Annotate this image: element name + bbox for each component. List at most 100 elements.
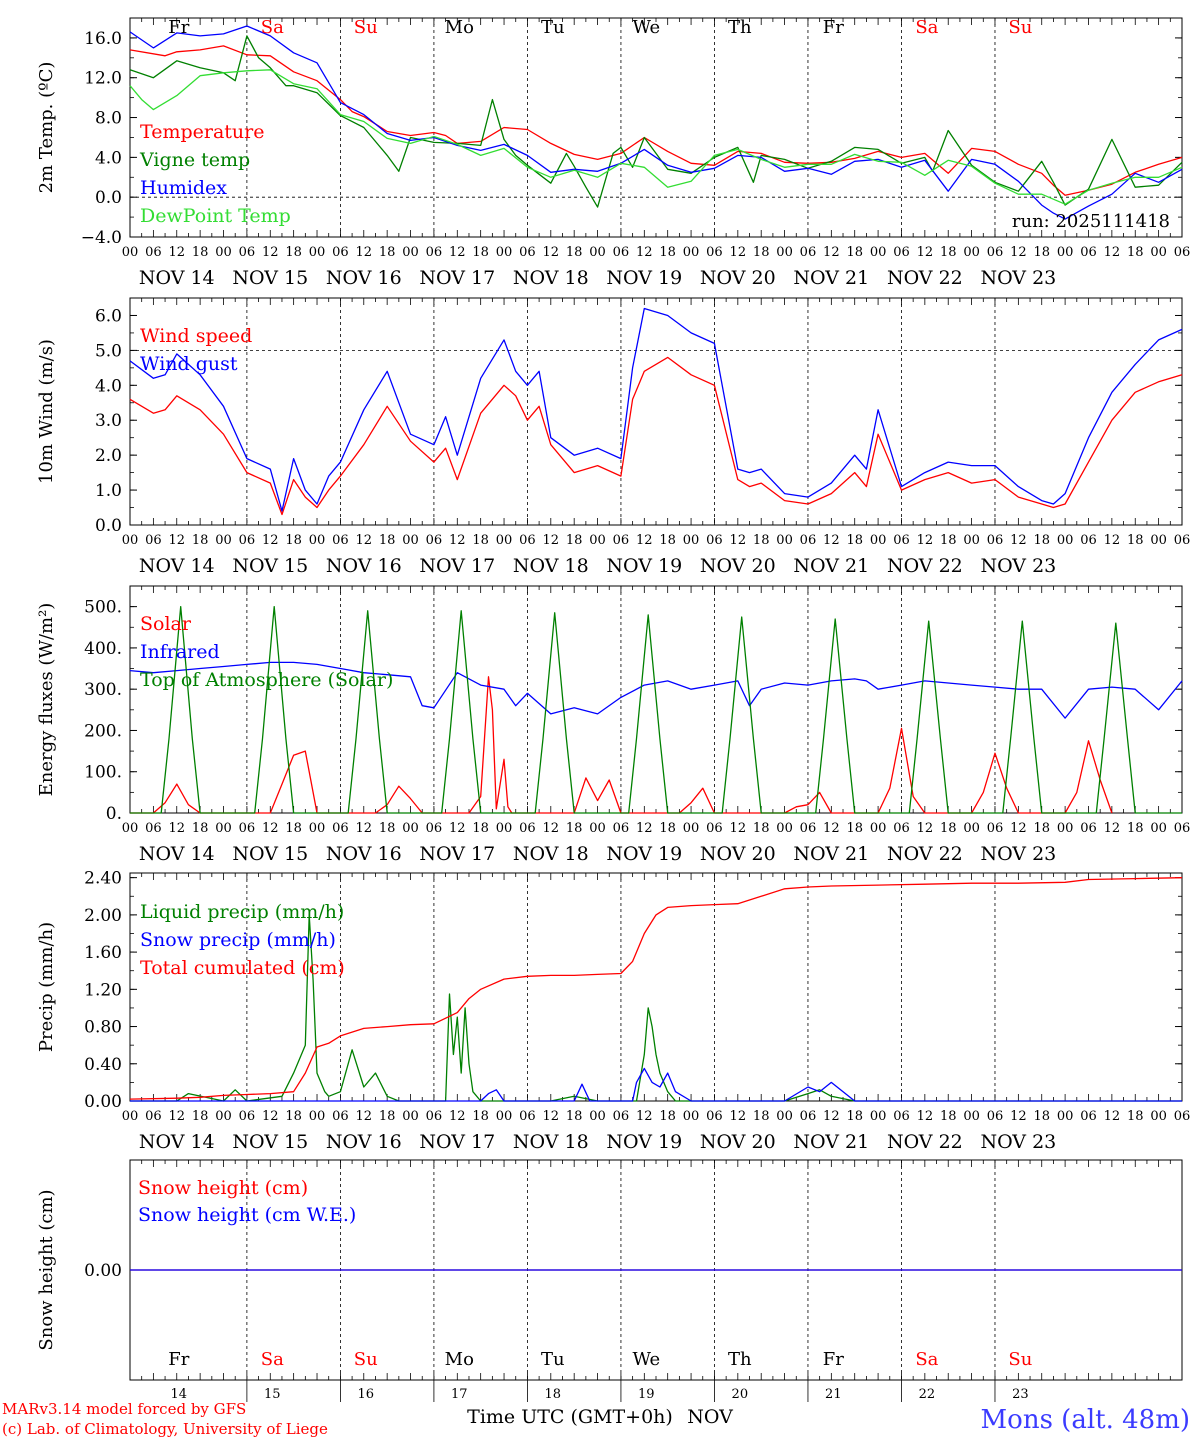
weekday-label: Tu xyxy=(541,1349,565,1370)
hour-label: 00 xyxy=(1057,533,1074,548)
hour-label: 06 xyxy=(613,821,630,836)
hour-label: 12 xyxy=(1104,533,1121,548)
hour-label: 00 xyxy=(683,245,700,260)
hour-label: 12 xyxy=(730,533,747,548)
day-number: 21 xyxy=(825,1387,842,1402)
hour-label: 18 xyxy=(472,245,489,260)
hour-label: 18 xyxy=(1127,821,1144,836)
series-top-of-atmosphere-solar- xyxy=(130,605,1182,814)
y-tick-label: 300. xyxy=(84,680,122,700)
hour-label: 18 xyxy=(940,533,957,548)
y-tick-label: 12.0 xyxy=(84,69,122,89)
weekday-label: Mo xyxy=(445,1349,474,1370)
legend-entry: Snow precip (mm/h) xyxy=(140,929,336,951)
hour-label: 12 xyxy=(1104,245,1121,260)
hour-label: 18 xyxy=(753,245,770,260)
hour-label: 18 xyxy=(566,245,583,260)
hour-label: 12 xyxy=(1010,533,1027,548)
weekday-label: Fr xyxy=(823,1349,844,1370)
y-tick-label: 6.0 xyxy=(95,306,122,326)
legend-entry: Vigne temp xyxy=(139,149,250,171)
series-vigne-temp xyxy=(129,35,1183,208)
hour-label: 18 xyxy=(566,1109,583,1124)
hour-label: 00 xyxy=(215,1109,232,1124)
station-name: Mons (alt. 48m) xyxy=(981,1405,1190,1435)
y-axis-label: 10m Wind (m/s) xyxy=(36,339,57,484)
date-label: NOV 16 xyxy=(326,267,402,289)
hour-label: 18 xyxy=(753,1109,770,1124)
hour-label: 12 xyxy=(543,821,560,836)
hour-label: 06 xyxy=(332,1109,349,1124)
hour-label: 12 xyxy=(823,1109,840,1124)
hour-label: 06 xyxy=(332,245,349,260)
hour-label: 18 xyxy=(379,245,396,260)
day-number: 22 xyxy=(919,1387,936,1402)
hour-label: 18 xyxy=(659,821,676,836)
hour-label: 12 xyxy=(1010,245,1027,260)
hour-label: 12 xyxy=(636,245,653,260)
hour-label: 12 xyxy=(1010,821,1027,836)
y-tick-label: 200. xyxy=(84,721,122,741)
legend-entry: DewPoint Temp xyxy=(140,205,291,227)
hour-label: 18 xyxy=(659,533,676,548)
hour-label: 06 xyxy=(519,533,536,548)
hour-label: 06 xyxy=(426,1109,443,1124)
date-label: NOV 23 xyxy=(980,555,1056,577)
lab-credit: (c) Lab. of Climatology, University of L… xyxy=(2,1420,328,1438)
hour-label: 00 xyxy=(402,533,419,548)
hour-label: 00 xyxy=(122,821,139,836)
hour-label: 18 xyxy=(1127,245,1144,260)
hour-label: 06 xyxy=(426,533,443,548)
hour-label: 00 xyxy=(309,821,326,836)
hour-label: 18 xyxy=(846,821,863,836)
hour-label: 00 xyxy=(589,533,606,548)
hour-label: 12 xyxy=(1010,1109,1027,1124)
weekday-label: Fr xyxy=(823,17,844,38)
y-tick-label: −4.0 xyxy=(81,228,122,248)
series-wind-gust xyxy=(129,307,1183,512)
hour-label: 00 xyxy=(963,533,980,548)
date-label: NOV 15 xyxy=(232,267,308,289)
weekday-label: Su xyxy=(354,17,378,38)
day-number: 17 xyxy=(451,1387,468,1402)
hour-label: 12 xyxy=(823,533,840,548)
hour-label: 18 xyxy=(285,1109,302,1124)
hour-label: 00 xyxy=(1057,245,1074,260)
hour-label: 12 xyxy=(356,821,373,836)
y-tick-label: 2.0 xyxy=(95,446,122,466)
day-number: 18 xyxy=(545,1387,562,1402)
hour-label: 12 xyxy=(356,533,373,548)
y-tick-label: 8.0 xyxy=(95,109,122,129)
hour-label: 12 xyxy=(730,245,747,260)
hour-label: 18 xyxy=(566,821,583,836)
y-tick-label: 0.40 xyxy=(84,1055,122,1075)
hour-label: 18 xyxy=(1127,533,1144,548)
hour-label: 00 xyxy=(589,1109,606,1124)
y-tick-label: 400. xyxy=(84,639,122,659)
y-tick-label: 0.00 xyxy=(84,1261,122,1281)
date-label: NOV 16 xyxy=(326,555,402,577)
hour-label: 00 xyxy=(122,1109,139,1124)
hour-label: 06 xyxy=(893,821,910,836)
hour-label: 00 xyxy=(215,533,232,548)
hour-label: 00 xyxy=(309,1109,326,1124)
day-number: 16 xyxy=(358,1387,375,1402)
hour-label: 00 xyxy=(1150,533,1167,548)
hour-label: 12 xyxy=(730,821,747,836)
weekday-label: We xyxy=(632,17,660,38)
date-label: NOV 21 xyxy=(793,843,869,865)
date-label: NOV 21 xyxy=(793,555,869,577)
hour-label: 18 xyxy=(472,533,489,548)
date-label: NOV 20 xyxy=(700,843,776,865)
hour-label: 00 xyxy=(870,821,887,836)
hour-label: 12 xyxy=(262,1109,279,1124)
hour-label: 12 xyxy=(636,1109,653,1124)
hour-label: 12 xyxy=(636,533,653,548)
day-number: 15 xyxy=(264,1387,281,1402)
y-tick-label: 5.0 xyxy=(95,341,122,361)
hour-label: 18 xyxy=(472,821,489,836)
hour-label: 18 xyxy=(1033,245,1050,260)
hour-label: 12 xyxy=(168,245,185,260)
hour-label: 00 xyxy=(870,533,887,548)
y-tick-label: 1.60 xyxy=(84,943,122,963)
